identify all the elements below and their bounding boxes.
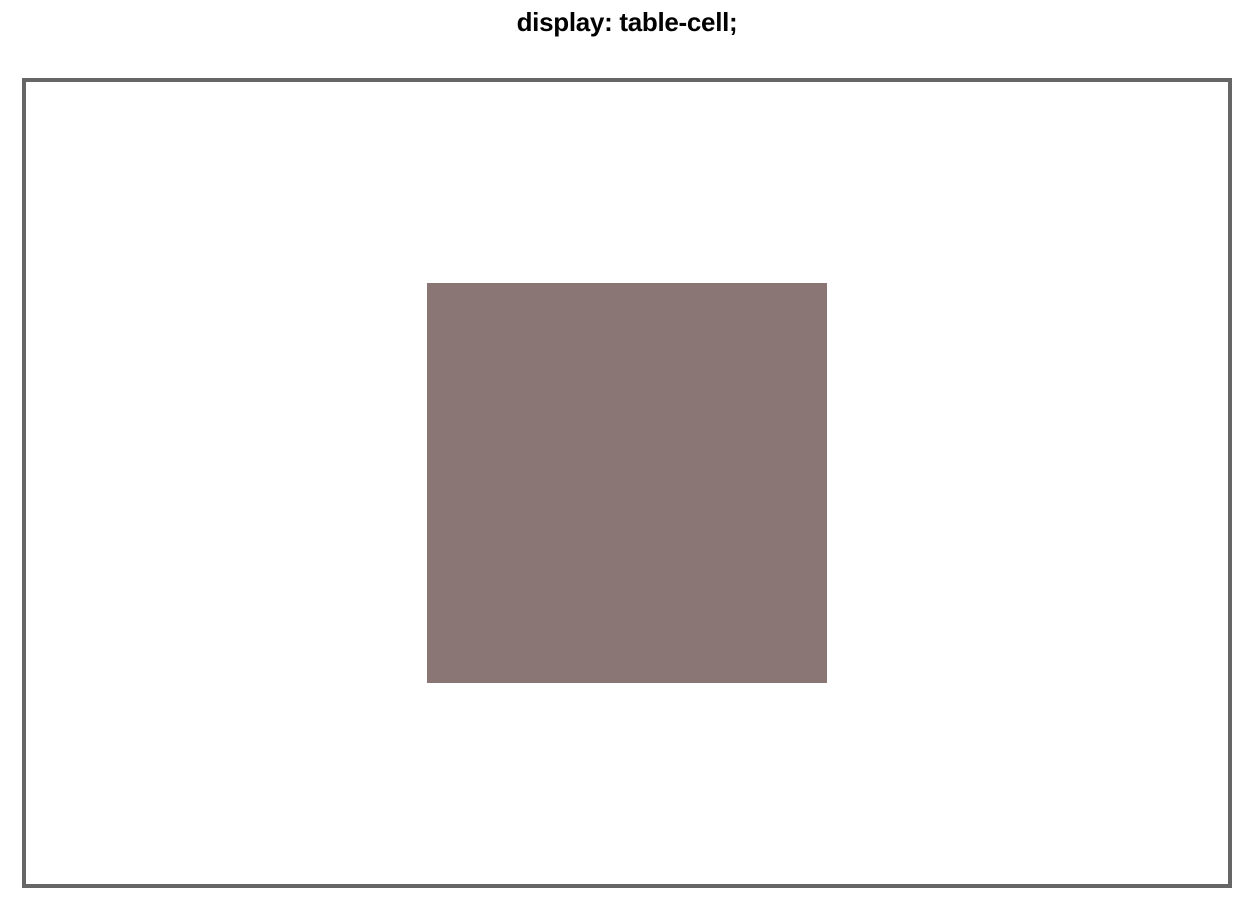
page-title: display: table-cell; [516, 7, 738, 37]
centered-box [427, 283, 827, 683]
table-cell-wrapper [26, 82, 1228, 884]
demo-container-frame [22, 78, 1232, 888]
